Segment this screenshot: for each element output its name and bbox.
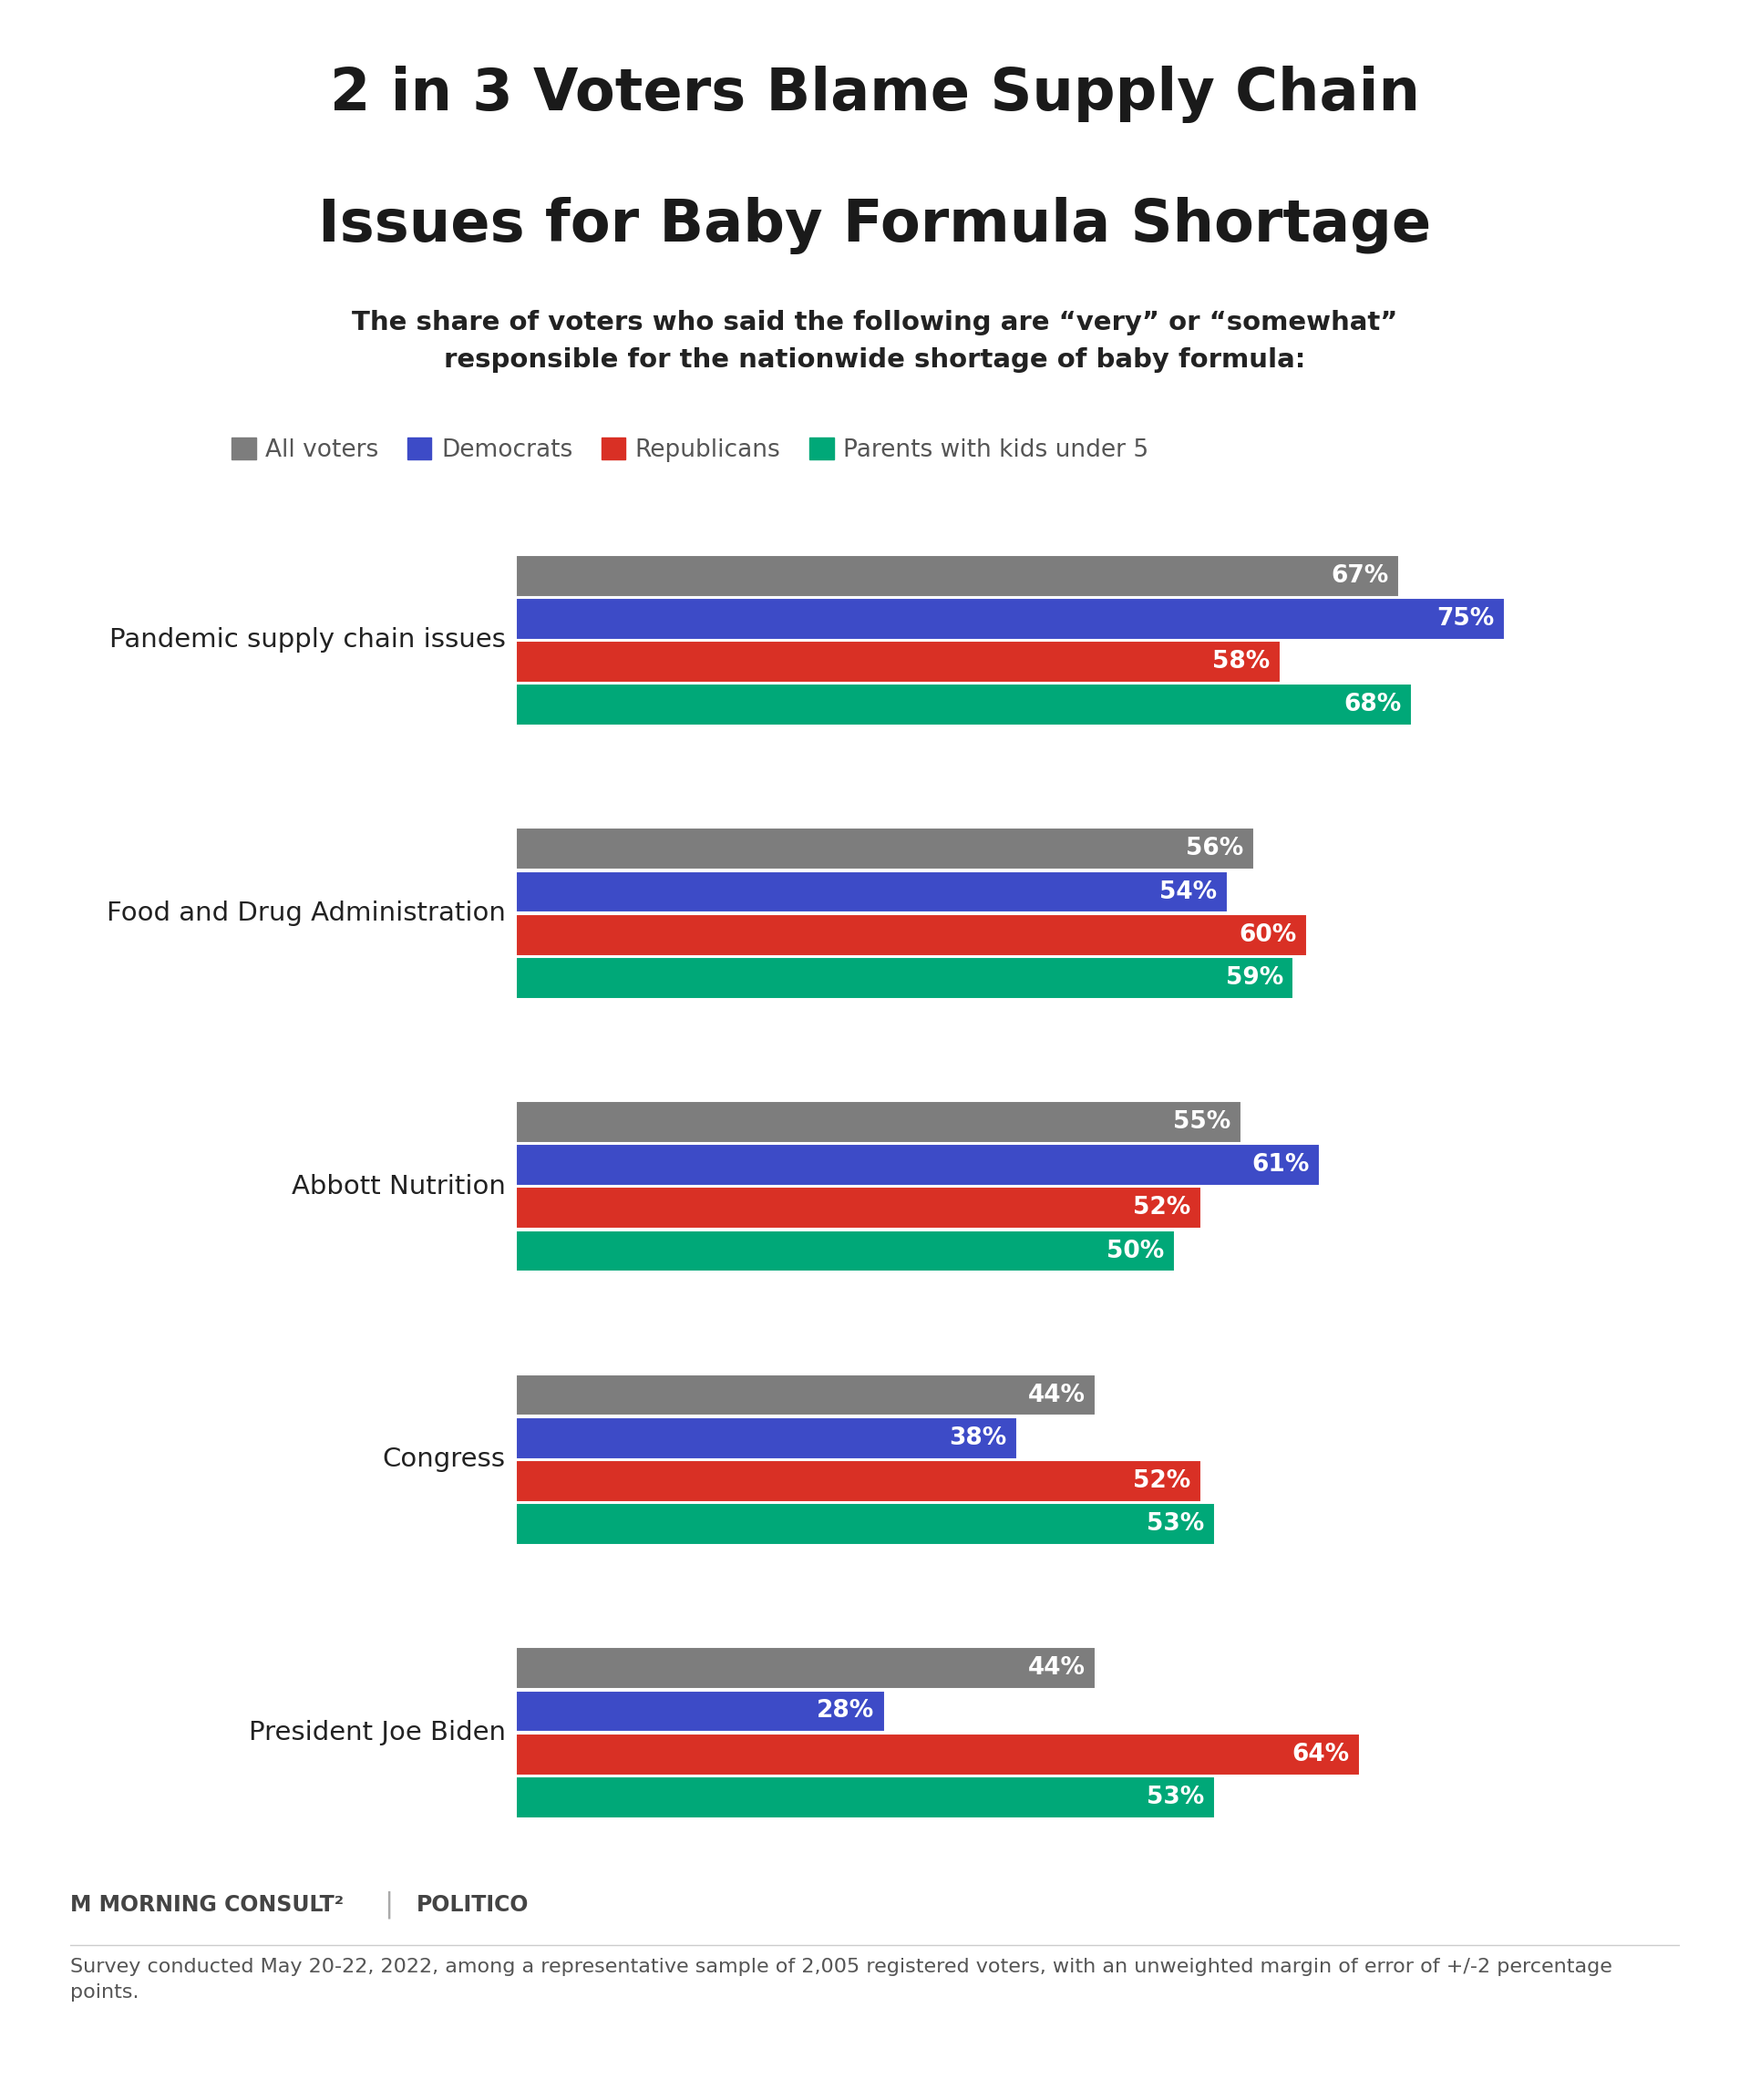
Bar xyxy=(516,1504,1214,1546)
Text: Μ MORNING CONSULT²: Μ MORNING CONSULT² xyxy=(70,1894,343,1915)
Bar xyxy=(516,827,1255,869)
Text: 64%: 64% xyxy=(1292,1743,1349,1766)
Bar xyxy=(516,1231,1174,1273)
Text: 54%: 54% xyxy=(1160,880,1218,903)
Bar xyxy=(516,1732,1360,1775)
Text: Survey conducted May 20-22, 2022, among a representative sample of 2,005 registe: Survey conducted May 20-22, 2022, among … xyxy=(70,1957,1612,2001)
Text: 59%: 59% xyxy=(1225,966,1283,989)
Text: 38%: 38% xyxy=(949,1426,1006,1449)
Text: 68%: 68% xyxy=(1344,693,1402,716)
Text: 60%: 60% xyxy=(1239,924,1297,947)
Text: 52%: 52% xyxy=(1134,1470,1192,1493)
Bar xyxy=(516,1373,1096,1415)
Text: 44%: 44% xyxy=(1027,1657,1085,1680)
Bar xyxy=(516,1646,1096,1688)
Text: 55%: 55% xyxy=(1173,1111,1230,1134)
Text: 58%: 58% xyxy=(1213,651,1271,674)
Bar xyxy=(516,640,1281,683)
Text: Pandemic supply chain issues: Pandemic supply chain issues xyxy=(108,628,506,653)
Text: Abbott Nutrition: Abbott Nutrition xyxy=(292,1174,506,1199)
Text: 67%: 67% xyxy=(1332,565,1388,588)
Text: The share of voters who said the following are “very” or “somewhat”
responsible : The share of voters who said the followi… xyxy=(352,311,1398,374)
Bar xyxy=(516,1460,1202,1502)
Bar xyxy=(516,914,1307,956)
Bar xyxy=(516,1186,1202,1228)
Text: Issues for Baby Formula Shortage: Issues for Baby Formula Shortage xyxy=(318,197,1432,254)
Text: Food and Drug Administration: Food and Drug Administration xyxy=(107,901,506,926)
Text: 56%: 56% xyxy=(1186,838,1244,861)
Bar xyxy=(516,1418,1017,1459)
Text: 2 in 3 Voters Blame Supply Chain: 2 in 3 Voters Blame Supply Chain xyxy=(331,65,1419,124)
Text: 75%: 75% xyxy=(1437,607,1495,630)
Bar xyxy=(516,1100,1241,1142)
Text: 28%: 28% xyxy=(817,1699,875,1722)
Text: Congress: Congress xyxy=(383,1447,506,1472)
Bar xyxy=(516,872,1228,914)
Text: President Joe Biden: President Joe Biden xyxy=(248,1720,506,1745)
Bar xyxy=(516,554,1398,596)
Bar xyxy=(516,598,1505,640)
Text: POLITICO: POLITICO xyxy=(416,1894,528,1915)
Bar xyxy=(516,1144,1320,1186)
Text: 53%: 53% xyxy=(1146,1512,1204,1535)
Text: 44%: 44% xyxy=(1027,1384,1085,1407)
Legend: All voters, Democrats, Republicans, Parents with kids under 5: All voters, Democrats, Republicans, Pare… xyxy=(222,428,1158,472)
Text: 53%: 53% xyxy=(1146,1785,1204,1808)
Bar xyxy=(516,958,1293,1000)
Bar xyxy=(516,685,1412,727)
Bar xyxy=(516,1690,886,1732)
Text: |: | xyxy=(383,1890,394,1919)
Text: 50%: 50% xyxy=(1108,1239,1164,1262)
Bar xyxy=(516,1777,1214,1819)
Text: 52%: 52% xyxy=(1134,1197,1192,1220)
Text: 61%: 61% xyxy=(1251,1153,1309,1176)
